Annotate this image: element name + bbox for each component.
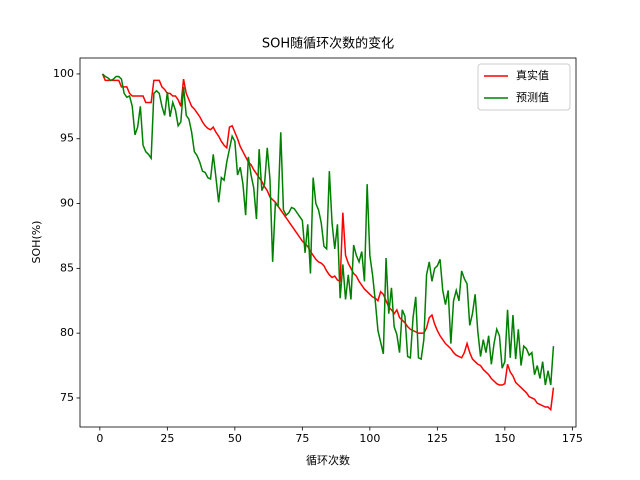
legend-label: 真实值 <box>516 68 549 82</box>
series-line <box>101 73 555 412</box>
y-tick-label: 85 <box>60 261 74 274</box>
y-tick-label: 75 <box>60 391 74 404</box>
y-tick-label: 80 <box>60 326 74 339</box>
x-axis-label: 循环次数 <box>306 453 350 467</box>
y-tick-label: 100 <box>53 67 74 80</box>
x-tick-label: 25 <box>160 432 174 445</box>
x-tick-label: 75 <box>295 432 309 445</box>
y-tick-label: 95 <box>60 132 74 145</box>
legend-label: 预测值 <box>516 91 549 104</box>
y-axis-label: SOH(%) <box>30 221 43 264</box>
x-tick-label: 125 <box>427 432 448 445</box>
x-tick-label: 50 <box>228 432 242 445</box>
plot-frame <box>79 57 577 428</box>
x-tick-label: 0 <box>96 432 103 445</box>
x-tick-label: 175 <box>562 432 583 445</box>
series-line <box>102 73 555 386</box>
chart-title: SOH随循环次数的变化 <box>262 36 394 52</box>
x-tick-label: 150 <box>494 432 515 445</box>
x-tick-label: 100 <box>359 432 380 445</box>
y-tick-label: 90 <box>60 197 74 210</box>
